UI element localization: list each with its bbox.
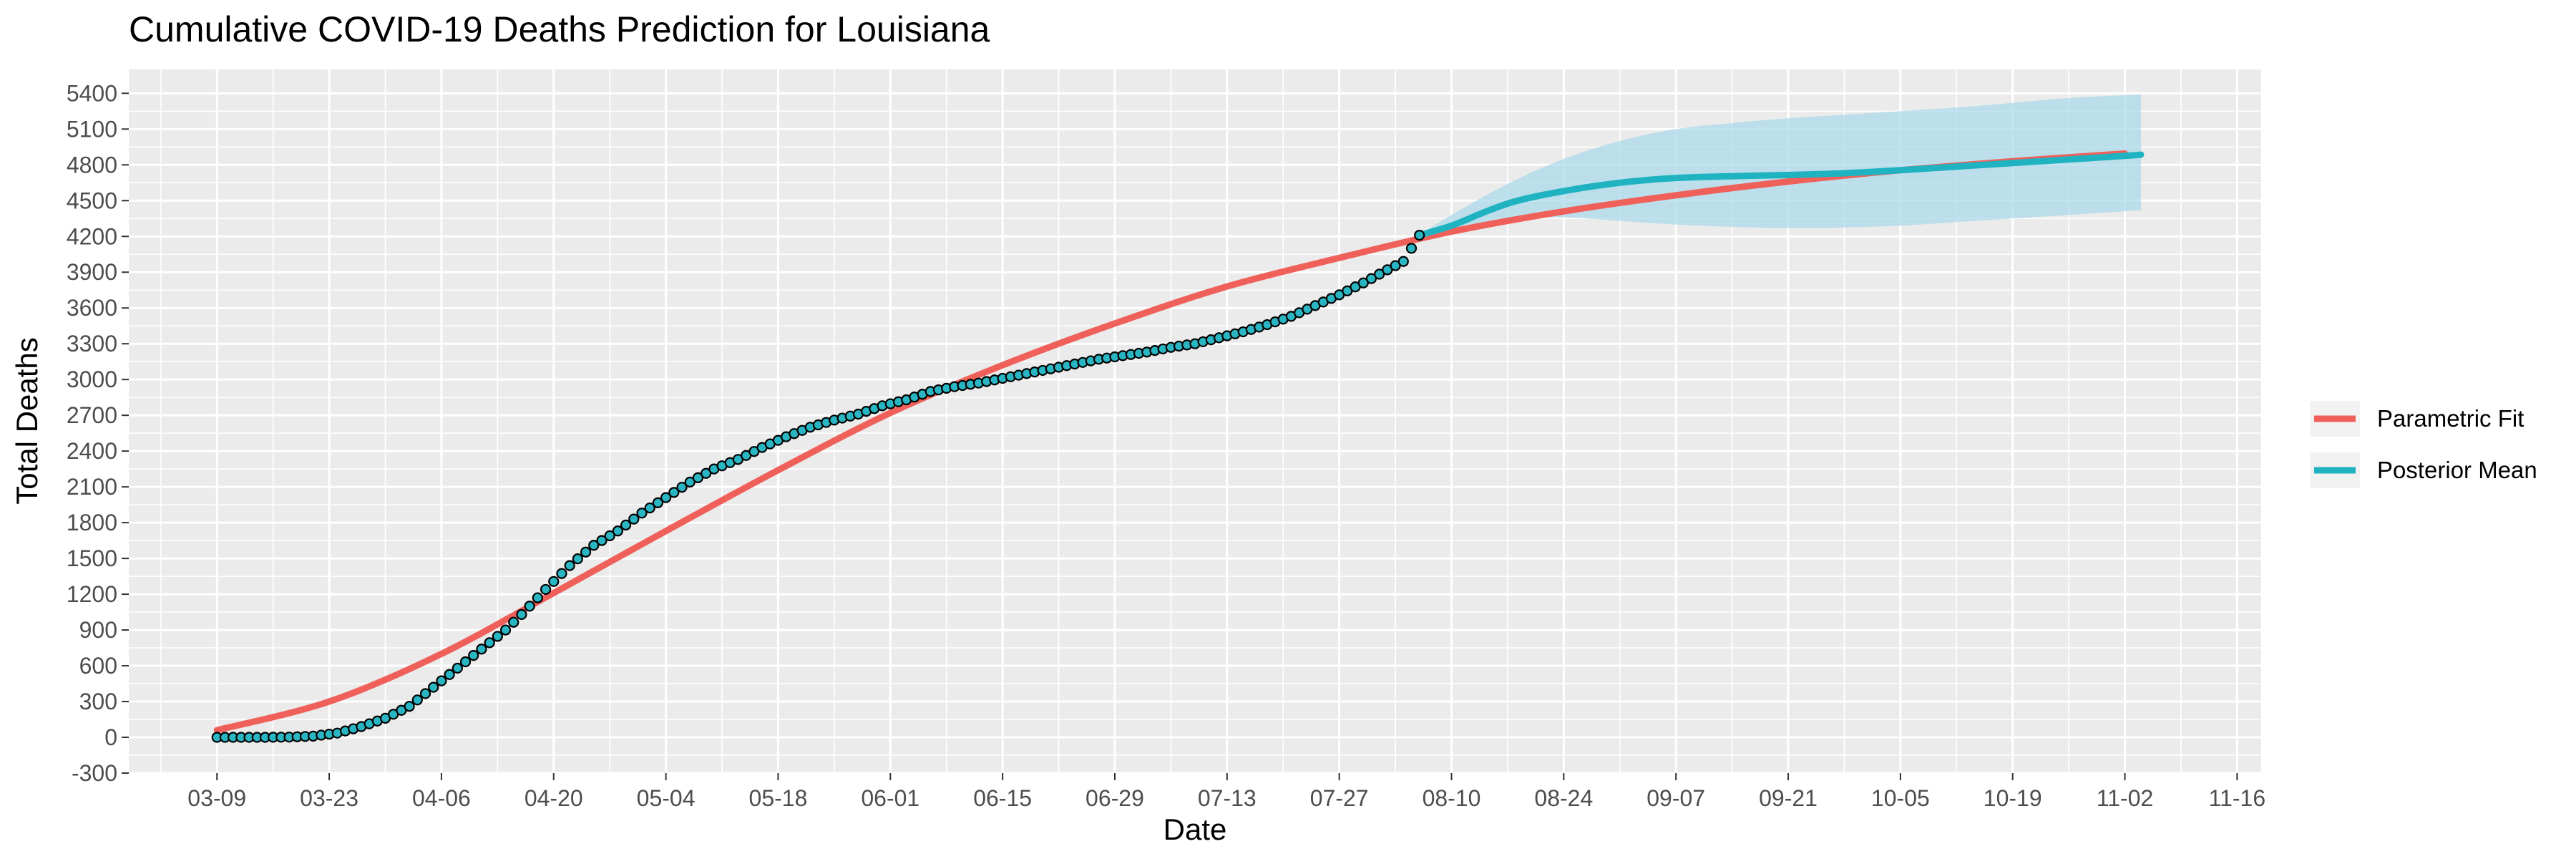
observed-point [676, 482, 688, 493]
x-tick-label: 08-10 [1423, 785, 1481, 811]
observed-point [588, 540, 600, 551]
y-tick-label: 3000 [67, 367, 117, 392]
x-tick-label: 06-01 [861, 785, 919, 811]
observed-point [644, 502, 655, 514]
observed-point [636, 508, 648, 519]
x-tick-label: 09-21 [1759, 785, 1818, 811]
observed-point [428, 681, 439, 693]
x-tick-label: 04-20 [525, 785, 583, 811]
y-tick-label: 1500 [67, 545, 117, 571]
observed-point [452, 662, 463, 674]
observed-point [499, 624, 512, 636]
y-tick-label: 4200 [67, 223, 117, 249]
y-tick-label: 3600 [67, 295, 117, 321]
x-tick-label: 10-19 [1984, 785, 2042, 811]
x-tick-label: 04-06 [412, 785, 471, 811]
observed-point [612, 525, 623, 537]
observed-point [419, 688, 431, 699]
x-tick-label: 07-13 [1198, 785, 1257, 811]
legend: Parametric Fit Posterior Mean [2310, 401, 2537, 488]
observed-point [484, 637, 495, 649]
x-axis: 03-09 03-23 04-06 04-20 05-04 05-18 06-01 06-15… [187, 773, 2265, 811]
x-tick-label: 03-23 [300, 785, 358, 811]
observed-point [580, 546, 592, 558]
observed-point [620, 519, 632, 531]
observed-point [476, 644, 487, 655]
y-tick-label: 4500 [67, 188, 117, 213]
observed-point [556, 568, 567, 579]
observed-point [459, 656, 472, 668]
y-tick-label: 600 [79, 653, 117, 679]
observed-point [564, 560, 575, 571]
x-tick-label: 09-07 [1646, 785, 1705, 811]
observed-point [411, 694, 423, 706]
observed-point [508, 616, 519, 628]
y-tick-label: 300 [79, 689, 117, 714]
observed-point [604, 530, 615, 542]
observed-point [532, 592, 543, 603]
posterior-mean-line [1416, 151, 2145, 239]
x-tick-label: 05-18 [749, 785, 808, 811]
x-tick-label: 06-29 [1085, 785, 1144, 811]
x-tick-label: 06-15 [973, 785, 1032, 811]
observed-point [660, 492, 672, 503]
observed-point [1357, 277, 1369, 288]
y-tick-label: -300 [72, 760, 117, 786]
observed-point [572, 553, 583, 565]
observed-point [628, 513, 640, 525]
y-tick-label: 0 [104, 724, 117, 750]
observed-point [404, 701, 415, 712]
observed-point [444, 669, 455, 680]
observed-point [1405, 243, 1418, 254]
y-axis-title: Total Deaths [10, 337, 44, 504]
x-tick-label: 10-05 [1871, 785, 1930, 811]
x-tick-label: 07-27 [1310, 785, 1369, 811]
y-tick-label: 2400 [67, 438, 117, 464]
observed-point [701, 467, 712, 479]
y-tick-label: 900 [79, 617, 117, 643]
x-tick-label: 03-09 [187, 785, 246, 811]
observed-point [524, 601, 535, 612]
y-axis: -300 0 300 600 900 1200 1500 1800 2100 2400 2700 30… [67, 80, 129, 786]
observed-point [684, 476, 696, 488]
observed-point [468, 650, 479, 661]
observed-point [692, 472, 704, 483]
observed-point [540, 583, 552, 596]
y-tick-label: 1800 [67, 510, 117, 535]
x-tick-label: 08-24 [1534, 785, 1593, 811]
observed-point [548, 576, 560, 587]
x-tick-label: 11-16 [2209, 785, 2265, 811]
observed-points [211, 229, 1425, 743]
observed-point [1374, 268, 1385, 280]
minor-gridlines [129, 69, 2261, 773]
observed-point [492, 631, 503, 642]
observed-point [652, 497, 663, 508]
x-tick-label: 11-02 [2097, 785, 2153, 811]
y-tick-label: 3900 [67, 259, 117, 285]
legend-label-posterior-mean: Posterior Mean [2377, 457, 2537, 483]
y-tick-label: 2100 [67, 474, 117, 500]
observed-point [1365, 273, 1377, 284]
posterior-interval-band [1419, 94, 2141, 236]
x-tick-label: 05-04 [637, 785, 696, 811]
y-tick-label: 1200 [67, 581, 117, 607]
legend-label-parametric-fit: Parametric Fit [2377, 405, 2524, 432]
x-axis-title: Date [1163, 812, 1227, 846]
y-tick-label: 5100 [67, 116, 117, 142]
observed-point [596, 535, 608, 546]
y-tick-label: 2700 [67, 402, 117, 428]
observed-point [516, 608, 527, 621]
observed-point [668, 487, 680, 498]
y-tick-label: 5400 [67, 80, 117, 106]
observed-point [1414, 229, 1425, 241]
observed-point [1397, 256, 1409, 267]
observed-point [436, 675, 447, 686]
y-tick-label: 4800 [67, 152, 117, 178]
chart-title: Cumulative COVID-19 Deaths Prediction fo… [129, 9, 990, 49]
y-tick-label: 3300 [67, 331, 117, 356]
